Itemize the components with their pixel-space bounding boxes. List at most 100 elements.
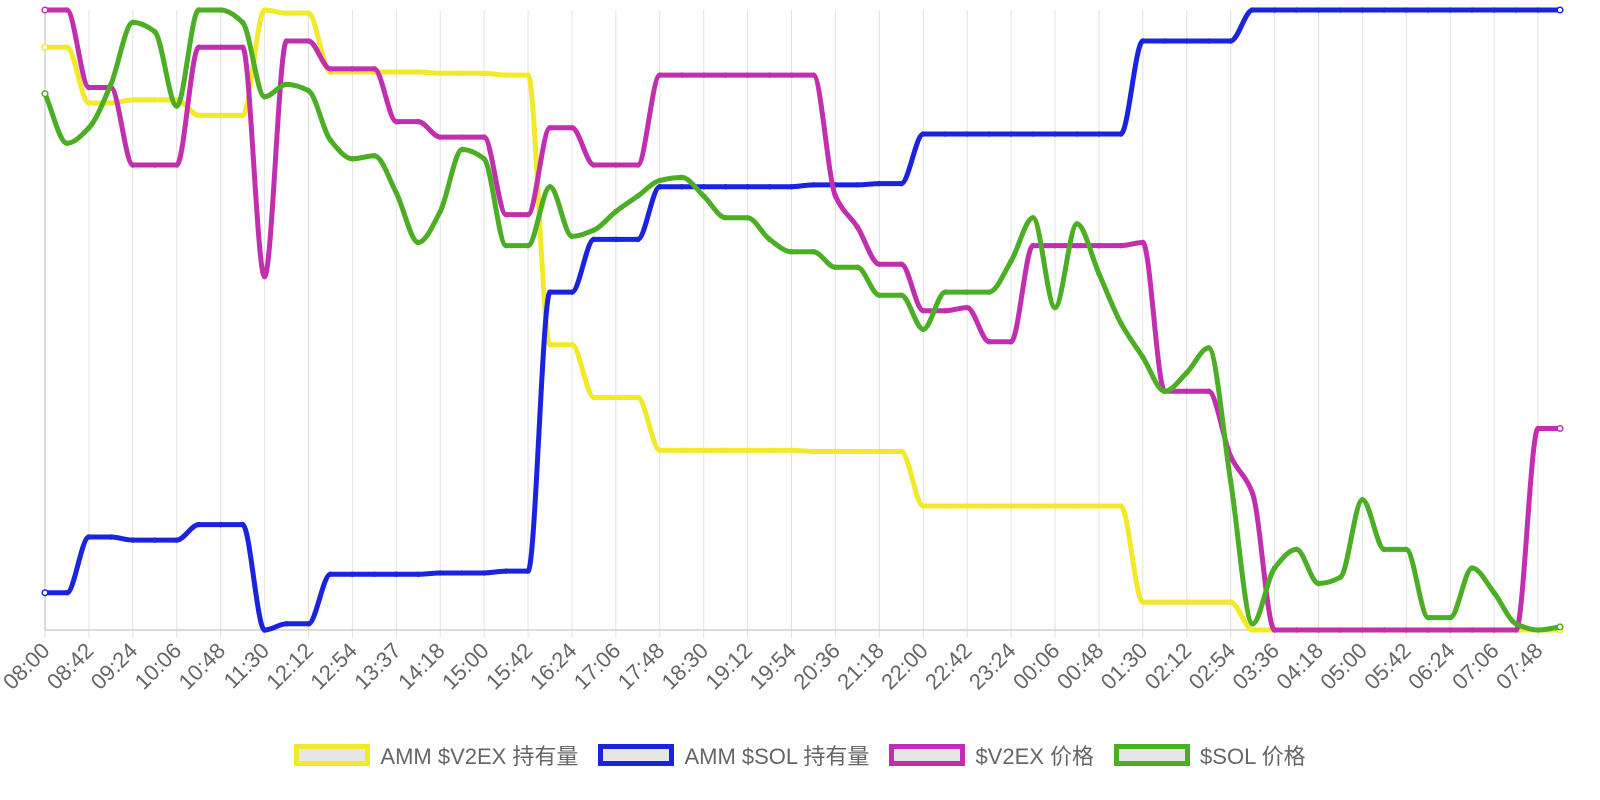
data-point[interactable] [64, 7, 70, 13]
data-point[interactable] [569, 342, 575, 348]
data-point[interactable] [239, 19, 246, 26]
data-point[interactable] [217, 112, 224, 119]
data-point[interactable] [1447, 614, 1453, 621]
data-point[interactable] [327, 571, 334, 577]
data-point[interactable] [1315, 580, 1322, 587]
data-point[interactable] [744, 214, 751, 221]
data-point[interactable] [327, 66, 334, 72]
data-point[interactable] [854, 182, 861, 188]
data-point[interactable] [678, 174, 685, 181]
data-point[interactable] [678, 183, 685, 190]
data-point[interactable] [942, 503, 948, 509]
data-point[interactable] [832, 264, 839, 271]
data-point[interactable] [371, 571, 378, 577]
data-point[interactable] [678, 447, 685, 453]
data-point[interactable] [1249, 627, 1256, 633]
data-point[interactable] [1183, 38, 1190, 44]
data-point[interactable] [1271, 627, 1278, 633]
data-point[interactable] [393, 69, 400, 75]
data-point[interactable] [437, 134, 443, 140]
data-point[interactable] [1491, 7, 1497, 13]
data-point[interactable] [1118, 503, 1124, 509]
data-point[interactable] [1096, 503, 1102, 509]
data-point[interactable] [217, 521, 224, 528]
data-point[interactable] [722, 72, 729, 78]
data-point[interactable] [547, 289, 553, 295]
data-point[interactable] [744, 447, 751, 453]
data-point[interactable] [1162, 388, 1168, 395]
data-point[interactable] [437, 208, 443, 215]
data-point[interactable] [86, 125, 92, 131]
data-point[interactable] [810, 448, 817, 455]
data-point[interactable] [393, 190, 400, 196]
data-point[interactable] [152, 97, 158, 103]
data-point[interactable] [1030, 214, 1036, 221]
data-point[interactable] [591, 162, 597, 168]
data-point[interactable] [766, 183, 773, 190]
data-point[interactable] [1556, 623, 1564, 631]
data-point[interactable] [1337, 7, 1344, 13]
data-point[interactable] [1337, 574, 1344, 581]
legend-item-v2ex-price[interactable]: $V2EX 价格 [889, 739, 1094, 771]
data-point[interactable] [1008, 338, 1014, 345]
data-point[interactable] [1118, 242, 1124, 249]
data-point[interactable] [1403, 546, 1410, 553]
data-point[interactable] [1008, 503, 1014, 509]
data-point[interactable] [788, 183, 795, 190]
data-point[interactable] [1096, 242, 1102, 249]
data-point[interactable] [1118, 131, 1124, 137]
data-point[interactable] [854, 448, 861, 455]
data-point[interactable] [898, 292, 905, 298]
data-point[interactable] [108, 100, 114, 106]
data-point[interactable] [1249, 621, 1256, 627]
data-point[interactable] [195, 44, 202, 50]
data-point[interactable] [64, 140, 70, 147]
data-point[interactable] [1535, 627, 1541, 633]
data-point[interactable] [722, 183, 729, 190]
data-point[interactable] [1359, 627, 1366, 633]
data-point[interactable] [942, 307, 948, 314]
data-point[interactable] [86, 100, 92, 106]
data-point[interactable] [1359, 7, 1366, 13]
data-point[interactable] [613, 236, 619, 243]
data-point[interactable] [1074, 221, 1080, 227]
data-point[interactable] [503, 242, 509, 249]
data-point[interactable] [152, 537, 158, 543]
data-point[interactable] [1030, 131, 1036, 137]
data-point[interactable] [1227, 38, 1234, 44]
data-point[interactable] [766, 72, 773, 78]
data-point[interactable] [942, 131, 948, 137]
data-point[interactable] [1491, 590, 1497, 596]
data-point[interactable] [525, 211, 531, 218]
data-point[interactable] [1227, 599, 1234, 605]
data-point[interactable] [876, 180, 883, 187]
data-point[interactable] [700, 72, 707, 78]
data-point[interactable] [1205, 599, 1212, 605]
data-point[interactable] [1447, 627, 1453, 633]
data-point[interactable] [261, 627, 268, 633]
data-point[interactable] [1271, 7, 1278, 13]
data-point[interactable] [1535, 7, 1541, 13]
data-point[interactable] [810, 182, 817, 188]
data-point[interactable] [635, 236, 641, 243]
data-point[interactable] [1205, 388, 1212, 395]
data-point[interactable] [657, 72, 663, 78]
data-point[interactable] [613, 208, 619, 215]
data-point[interactable] [1513, 7, 1519, 13]
data-point[interactable] [503, 568, 509, 574]
data-point[interactable] [591, 227, 597, 233]
data-point[interactable] [525, 242, 531, 249]
data-point[interactable] [700, 193, 707, 199]
data-point[interactable] [305, 621, 312, 627]
data-point[interactable] [459, 570, 465, 576]
data-point[interactable] [1162, 38, 1168, 44]
data-point[interactable] [1381, 546, 1388, 553]
data-point[interactable] [1271, 565, 1278, 571]
data-point[interactable] [415, 571, 422, 577]
data-point[interactable] [942, 289, 948, 295]
data-point[interactable] [1359, 497, 1366, 503]
data-point[interactable] [305, 38, 312, 44]
data-point[interactable] [1162, 599, 1168, 605]
data-point[interactable] [1425, 7, 1432, 13]
data-point[interactable] [1403, 7, 1410, 13]
